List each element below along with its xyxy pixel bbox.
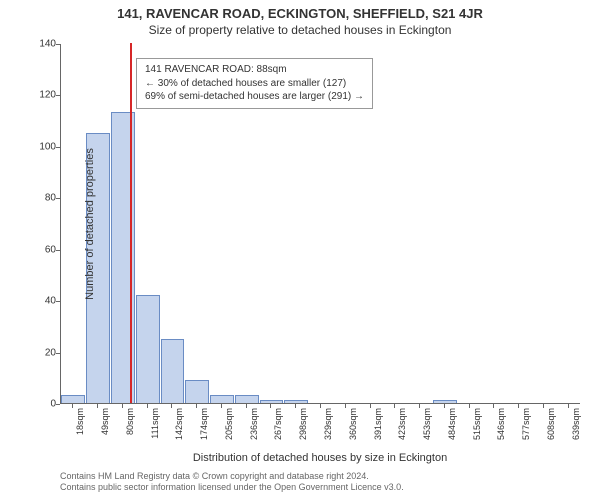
x-tick-label: 205sqm	[224, 408, 234, 440]
y-tick-label: 60	[30, 244, 56, 255]
x-tick-mark	[196, 404, 197, 408]
x-tick-label: 174sqm	[199, 408, 209, 440]
y-tick-mark	[56, 250, 60, 251]
x-tick-mark	[147, 404, 148, 408]
bar	[235, 395, 259, 403]
x-tick-mark	[370, 404, 371, 408]
x-tick-mark	[568, 404, 569, 408]
info-line-1: 141 RAVENCAR ROAD: 88sqm	[145, 63, 364, 77]
x-tick-mark	[394, 404, 395, 408]
x-tick-label: 577sqm	[521, 408, 531, 440]
y-tick-label: 20	[30, 347, 56, 358]
x-tick-label: 608sqm	[546, 408, 556, 440]
bar	[284, 400, 308, 403]
chart-container: 141, RAVENCAR ROAD, ECKINGTON, SHEFFIELD…	[0, 0, 600, 500]
x-tick-mark	[493, 404, 494, 408]
x-tick-mark	[270, 404, 271, 408]
attribution-footer: Contains HM Land Registry data © Crown c…	[60, 471, 404, 494]
x-tick-mark	[543, 404, 544, 408]
y-tick-label: 40	[30, 296, 56, 307]
footer-line-2: Contains public sector information licen…	[60, 482, 404, 494]
y-axis-label: Number of detached properties	[84, 148, 96, 300]
x-tick-mark	[246, 404, 247, 408]
bar	[433, 400, 457, 403]
chart-area: Number of detached properties 0204060801…	[60, 44, 580, 404]
x-tick-label: 515sqm	[472, 408, 482, 440]
x-tick-mark	[444, 404, 445, 408]
x-tick-label: 546sqm	[496, 408, 506, 440]
x-tick-label: 453sqm	[422, 408, 432, 440]
x-tick-mark	[469, 404, 470, 408]
x-tick-mark	[171, 404, 172, 408]
y-tick-mark	[56, 95, 60, 96]
y-tick-label: 100	[30, 141, 56, 152]
footer-line-1: Contains HM Land Registry data © Crown c…	[60, 471, 404, 483]
x-tick-label: 236sqm	[249, 408, 259, 440]
y-tick-mark	[56, 353, 60, 354]
y-tick-mark	[56, 44, 60, 45]
bar	[161, 339, 185, 403]
x-tick-mark	[97, 404, 98, 408]
x-tick-label: 80sqm	[125, 408, 135, 435]
x-tick-mark	[320, 404, 321, 408]
info-box: 141 RAVENCAR ROAD: 88sqm ← 30% of detach…	[136, 58, 373, 109]
x-tick-label: 18sqm	[75, 408, 85, 435]
y-tick-label: 0	[30, 399, 56, 410]
x-tick-label: 484sqm	[447, 408, 457, 440]
info-line-2: ← 30% of detached houses are smaller (12…	[145, 77, 364, 91]
x-tick-mark	[518, 404, 519, 408]
x-tick-mark	[72, 404, 73, 408]
x-tick-label: 298sqm	[298, 408, 308, 440]
x-tick-label: 639sqm	[571, 408, 581, 440]
info-line-3: 69% of semi-detached houses are larger (…	[145, 90, 364, 104]
x-tick-mark	[345, 404, 346, 408]
x-tick-label: 391sqm	[373, 408, 383, 440]
x-tick-label: 360sqm	[348, 408, 358, 440]
y-tick-mark	[56, 198, 60, 199]
x-tick-label: 142sqm	[174, 408, 184, 440]
chart-subtitle: Size of property relative to detached ho…	[0, 21, 600, 37]
x-tick-label: 329sqm	[323, 408, 333, 440]
y-tick-mark	[56, 301, 60, 302]
bar	[260, 400, 284, 403]
x-tick-label: 49sqm	[100, 408, 110, 435]
x-tick-label: 111sqm	[150, 408, 160, 439]
y-tick-label: 80	[30, 193, 56, 204]
x-tick-mark	[419, 404, 420, 408]
y-tick-mark	[56, 147, 60, 148]
bar	[210, 395, 234, 403]
bar	[185, 380, 209, 403]
chart-title: 141, RAVENCAR ROAD, ECKINGTON, SHEFFIELD…	[0, 0, 600, 21]
x-tick-mark	[122, 404, 123, 408]
y-tick-label: 140	[30, 39, 56, 50]
y-tick-label: 120	[30, 90, 56, 101]
x-tick-label: 267sqm	[273, 408, 283, 440]
x-tick-mark	[221, 404, 222, 408]
x-axis-label: Distribution of detached houses by size …	[60, 452, 580, 464]
x-tick-label: 423sqm	[397, 408, 407, 440]
bar	[61, 395, 85, 403]
x-tick-mark	[295, 404, 296, 408]
y-tick-mark	[56, 404, 60, 405]
reference-line	[130, 43, 132, 403]
bar	[136, 295, 160, 403]
